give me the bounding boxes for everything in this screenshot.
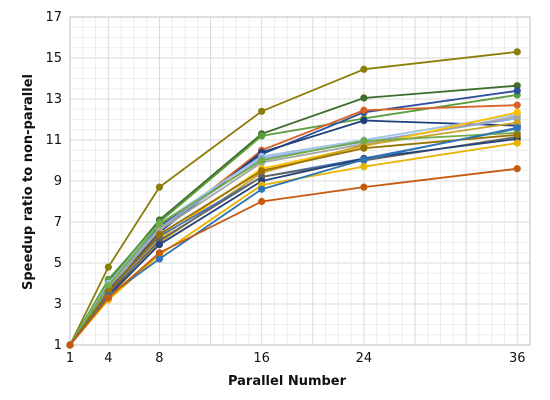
y-tick-label: 9 [54,174,62,189]
x-tick-label: 36 [509,351,526,366]
data-point [513,48,521,56]
data-point [360,94,368,102]
data-point [360,163,368,171]
series-line [69,133,518,346]
series-19 [66,165,521,349]
y-tick-label: 11 [45,133,62,148]
data-point [258,185,266,193]
series-10 [66,108,521,349]
series-line [69,131,518,346]
data-point [155,255,164,263]
data-point [360,137,368,145]
series-lines [66,48,521,349]
data-point [155,240,164,249]
y-tick-label: 15 [45,51,62,66]
series-15 [66,135,521,349]
x-tick-label: 16 [253,351,270,366]
series-line [69,94,518,346]
data-point [513,87,521,95]
data-point [513,108,521,116]
series-2 [66,82,521,349]
series-16 [66,131,521,349]
x-axis-ticks: 1 4 8 16 24 36 [66,351,526,366]
data-point [155,230,164,238]
x-tick-label: 8 [155,351,163,366]
y-tick-label: 5 [54,256,62,271]
y-tick-label: 13 [45,92,62,107]
data-point [360,144,368,152]
data-point [513,101,521,109]
data-point [360,116,368,125]
series-line [69,126,518,346]
data-point [360,106,368,114]
data-point [513,139,521,147]
series-14 [66,133,521,349]
grid [69,16,531,346]
data-point [258,156,266,165]
data-point [104,281,112,290]
data-point [360,183,368,191]
data-point [513,124,521,132]
y-axis-title: Speedup ratio to non-parallel [21,74,36,290]
series-12 [66,125,521,349]
data-point [155,183,164,191]
data-point [104,294,112,302]
series-line [69,113,518,346]
data-point [155,220,164,228]
series-line [69,142,518,346]
series-line [69,136,518,346]
data-point [513,165,521,173]
series-line [69,167,518,346]
series-line [69,50,518,346]
data-point [258,167,266,175]
series-18 [66,124,521,349]
series-9 [66,112,521,349]
x-tick-label: 4 [104,351,112,366]
data-point [155,249,164,257]
plot-area [69,16,531,346]
y-tick-label: 7 [54,215,62,230]
y-tick-label: 3 [54,297,62,312]
data-point [258,107,266,115]
y-tick-label: 1 [54,338,62,353]
y-tick-label: 17 [45,10,62,25]
data-point [360,155,368,164]
data-point [258,132,266,140]
series-line [69,84,518,346]
data-point [104,263,112,271]
series-line [69,117,518,346]
data-point [513,118,521,127]
data-point [513,82,521,90]
data-point [258,197,266,206]
data-point [360,65,368,73]
x-tick-label: 24 [356,351,373,366]
data-point [513,131,521,139]
x-axis-title: Parallel Number [228,374,347,389]
data-point [66,341,74,349]
x-tick-label: 1 [66,351,74,366]
